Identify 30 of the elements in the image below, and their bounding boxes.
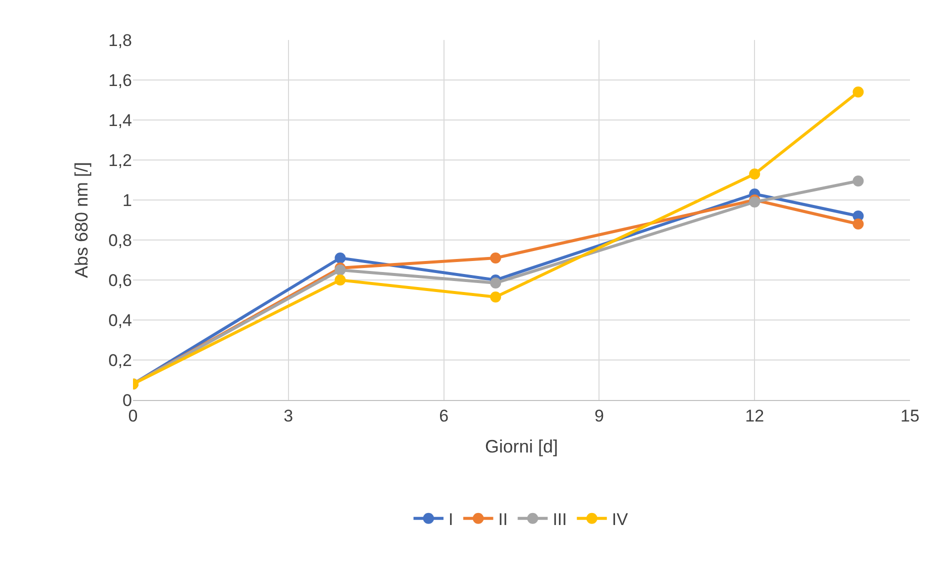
x-tick-label: 9 bbox=[594, 406, 604, 426]
legend-label: III bbox=[552, 510, 567, 529]
y-tick-label: 0,6 bbox=[108, 270, 132, 290]
y-tick-label: 0,4 bbox=[108, 310, 132, 330]
point bbox=[852, 218, 864, 230]
x-tick-label: 3 bbox=[284, 406, 294, 426]
y-tick-label: 0 bbox=[122, 390, 132, 410]
x-tick-label: 15 bbox=[900, 406, 920, 426]
x-axis-title: Giorni [d] bbox=[484, 436, 558, 456]
point bbox=[334, 252, 346, 264]
legend-label: I bbox=[448, 510, 454, 529]
x-tick-label: 6 bbox=[439, 406, 449, 426]
y-tick-label: 1 bbox=[122, 190, 132, 210]
y-tick-label: 1,6 bbox=[108, 70, 132, 90]
point bbox=[334, 274, 346, 286]
legend-label: IV bbox=[612, 510, 629, 529]
point bbox=[852, 86, 864, 98]
legend-label: II bbox=[498, 510, 508, 529]
point bbox=[749, 168, 760, 180]
y-axis-title: Abs 680 nm [/] bbox=[72, 162, 92, 278]
point bbox=[490, 252, 502, 264]
y-tick-label: 1,2 bbox=[108, 150, 132, 170]
point bbox=[490, 292, 502, 302]
y-tick-label: 1,8 bbox=[108, 30, 132, 50]
y-tick-label: 0,2 bbox=[108, 350, 132, 370]
y-tick-label: 1,4 bbox=[108, 110, 132, 130]
x-tick-label: 12 bbox=[745, 406, 764, 426]
point bbox=[490, 278, 502, 288]
y-tick-label: 0,8 bbox=[108, 230, 132, 250]
point bbox=[852, 176, 864, 186]
